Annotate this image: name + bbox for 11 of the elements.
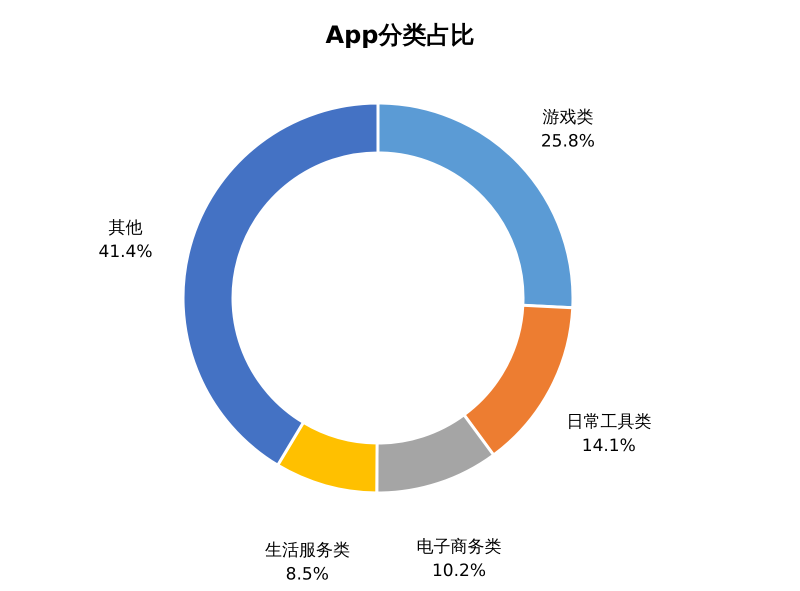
data-label: 8.5% bbox=[286, 564, 329, 584]
data-label: 14.1% bbox=[582, 436, 636, 456]
chart-title: App分类占比 bbox=[326, 21, 474, 49]
slice-label: 游戏类 bbox=[542, 107, 594, 128]
slice-label: 日常工具类 bbox=[566, 412, 652, 432]
data-label: 25.8% bbox=[540, 131, 595, 152]
slice-label: 电子商务类 bbox=[416, 537, 502, 558]
data-label: 41.4% bbox=[98, 242, 153, 262]
slice-label: 其他 bbox=[108, 218, 143, 238]
data-label: 10.2% bbox=[432, 561, 486, 582]
slice-label: 生活服务类 bbox=[264, 540, 350, 560]
